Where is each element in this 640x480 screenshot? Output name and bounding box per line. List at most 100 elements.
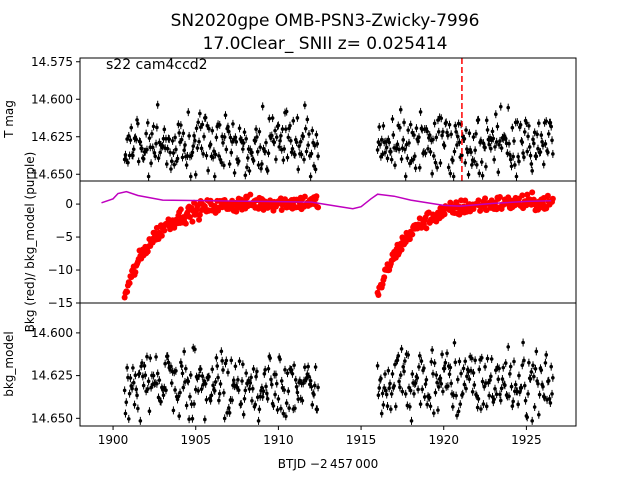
data-point — [293, 406, 297, 411]
data-point — [477, 367, 482, 372]
data-point — [515, 120, 520, 124]
data-point — [217, 154, 221, 158]
data-point — [207, 126, 211, 131]
data-point — [247, 387, 252, 391]
data-point — [516, 402, 520, 407]
data-point — [532, 130, 537, 135]
data-point — [136, 121, 140, 126]
data-point — [260, 395, 265, 399]
data-point — [138, 419, 143, 423]
data-point — [453, 123, 458, 128]
data-point — [490, 129, 495, 134]
data-point — [455, 143, 459, 147]
data-point — [475, 394, 479, 398]
data-point — [542, 395, 547, 400]
data-point — [285, 155, 290, 160]
data-point — [180, 155, 185, 160]
data-point — [198, 111, 202, 116]
data-point — [454, 393, 458, 398]
data-point — [198, 125, 203, 129]
data-point — [389, 407, 393, 412]
data-point — [254, 127, 258, 131]
data-point — [242, 396, 247, 401]
data-point — [266, 151, 271, 156]
data-point — [250, 386, 255, 391]
data-point — [281, 158, 286, 162]
data-point — [159, 399, 163, 404]
data-point — [242, 130, 247, 134]
data-point — [147, 136, 152, 140]
data-point — [390, 372, 395, 376]
data-point — [169, 381, 174, 385]
data-point — [210, 128, 215, 133]
data-point — [460, 153, 464, 158]
data-point — [312, 392, 316, 397]
data-point — [493, 145, 497, 149]
data-point — [212, 174, 217, 179]
data-point — [455, 134, 460, 139]
data-point — [418, 402, 423, 406]
data-point — [470, 356, 474, 361]
data-point — [204, 398, 209, 402]
data-point — [137, 371, 142, 376]
data-point — [408, 161, 412, 166]
data-point — [430, 348, 434, 352]
data-point — [171, 151, 176, 155]
data-point — [166, 360, 171, 365]
data-point — [456, 409, 461, 414]
data-point — [257, 129, 262, 134]
data-point — [407, 141, 411, 145]
data-point — [532, 141, 536, 146]
data-point — [146, 379, 151, 384]
data-point — [236, 159, 241, 163]
data-point — [135, 393, 139, 398]
data-point — [306, 364, 310, 369]
data-point — [240, 379, 244, 383]
data-point — [538, 150, 543, 154]
bkg-point — [423, 225, 430, 232]
data-point — [402, 369, 406, 374]
data-point — [390, 117, 395, 121]
data-point — [150, 131, 154, 136]
data-point — [544, 353, 549, 357]
data-point — [477, 171, 482, 176]
data-point — [527, 124, 531, 128]
data-point — [492, 397, 496, 402]
data-point — [237, 359, 242, 364]
data-point — [417, 353, 422, 358]
data-point — [546, 132, 551, 136]
data-point — [473, 148, 477, 153]
data-point — [486, 380, 491, 385]
data-point — [495, 124, 500, 129]
data-point — [233, 364, 238, 369]
data-point — [151, 124, 156, 129]
data-point — [507, 394, 511, 399]
data-point — [246, 156, 250, 160]
data-point — [230, 398, 234, 403]
data-point — [525, 149, 530, 154]
data-point — [294, 140, 299, 144]
data-point — [146, 174, 151, 179]
data-point — [150, 145, 155, 150]
data-point — [529, 370, 534, 374]
data-point — [483, 365, 487, 369]
data-point — [447, 122, 452, 127]
data-point — [463, 161, 468, 165]
data-point — [179, 137, 184, 142]
data-point — [179, 123, 183, 127]
data-point — [532, 374, 536, 379]
data-point — [299, 152, 304, 157]
x-tick-label: 1900 — [98, 433, 129, 447]
data-point — [143, 373, 148, 378]
data-point — [379, 376, 383, 381]
y-tick-label: −5 — [55, 230, 73, 244]
data-point — [377, 125, 382, 129]
data-point — [382, 386, 387, 390]
data-point — [217, 398, 221, 403]
data-point — [204, 153, 209, 158]
bkg-point — [441, 211, 448, 218]
data-point — [479, 407, 483, 411]
data-point — [303, 126, 308, 131]
data-point — [525, 415, 530, 420]
data-point — [140, 361, 144, 365]
